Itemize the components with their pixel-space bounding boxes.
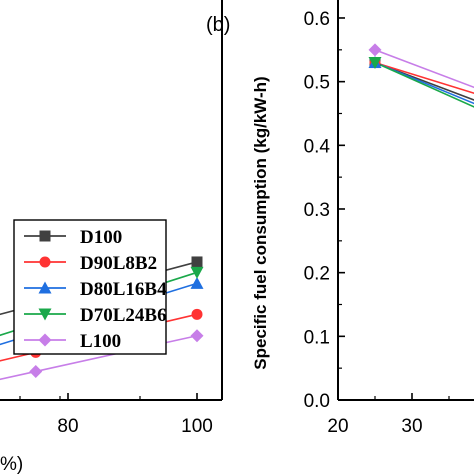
panel-b-x-tick-label: 20: [327, 416, 348, 437]
legend-label-l100: L100: [80, 331, 121, 352]
panel-b-y-tick-label: 0.1: [304, 327, 330, 348]
panel-b-y-axis-label: Specific fuel consumption (kg/kW-h): [251, 76, 270, 369]
panel-a-point-d80l16b4-1: [190, 276, 204, 289]
panel-b: (b) Specific fuel consumption (kg/kW-h) …: [206, 0, 474, 437]
panel-b-label: (b): [206, 14, 230, 36]
legend-label-d100: D100: [80, 227, 122, 248]
panel-a-x-tick-label: 80: [57, 416, 78, 437]
legend-marker-d70l24b6: [38, 308, 52, 321]
panel-b-y-tick-label: 0.3: [304, 200, 330, 221]
legend: D100 D90L8B2 D80L16B4 D70L24B6 L100: [13, 219, 167, 355]
panel-b-line-d100: [374, 61, 474, 101]
panel-b-point-d70l24b6: [368, 57, 382, 70]
panel-b-line-d70l24b6: [374, 61, 474, 108]
panel-a-x-tick-label: 100: [181, 416, 213, 437]
panel-b-x-tick-label: 30: [401, 416, 422, 437]
legend-marker-d100: [39, 230, 51, 242]
panel-b-point-l100: [368, 43, 382, 57]
panel-b-line-d90l8b2: [374, 61, 474, 95]
panel-a-x-ticks: 80 100: [19, 393, 213, 437]
panel-a-point-l100-0: [29, 364, 43, 378]
panel-b-y-tick-label: 0.4: [304, 136, 331, 157]
panel-b-line-l100: [374, 49, 474, 89]
panel-b-series-lines: [374, 49, 474, 108]
panel-b-x-ticks: 20 30: [327, 393, 450, 437]
legend-label-d70l24b6: D70L24B6: [80, 305, 167, 326]
panel-b-y-tick-label: 0.0: [304, 391, 330, 412]
panel-b-y-tick-label: 0.2: [304, 264, 330, 285]
panel-a-point-d70l24b6-1: [190, 266, 204, 279]
legend-marker-d80l16b4: [38, 281, 52, 294]
panel-a-xlabel-fragment: %): [0, 454, 23, 474]
panel-b-y-tick-label: 0.5: [304, 73, 330, 94]
panel-a-point-l100-1: [190, 329, 204, 343]
panel-a-point-d90l8b2-1: [191, 308, 203, 320]
legend-items: D100 D90L8B2 D80L16B4 D70L24B6 L100: [24, 227, 167, 352]
legend-label-d90l8b2: D90L8B2: [80, 253, 157, 274]
legend-marker-d90l8b2: [39, 256, 51, 268]
panel-b-line-d80l16b4: [374, 61, 474, 105]
legend-box: [13, 219, 167, 355]
panel-b-series-markers: [368, 43, 382, 70]
panel-b-y-tick-label: 0.6: [304, 9, 330, 30]
legend-label-d80l16b4: D80L16B4: [80, 279, 167, 300]
panel-a: 80 100 %) D100 D90L8B2 D80L16B4 D70L24B6 L100: [0, 0, 223, 474]
panel-a-point-d100-1: [191, 256, 203, 268]
panel-b-y-ticks: 0.0 0.1 0.2 0.3 0.4 0.5 0.6: [304, 9, 345, 412]
legend-marker-l100: [38, 333, 52, 347]
